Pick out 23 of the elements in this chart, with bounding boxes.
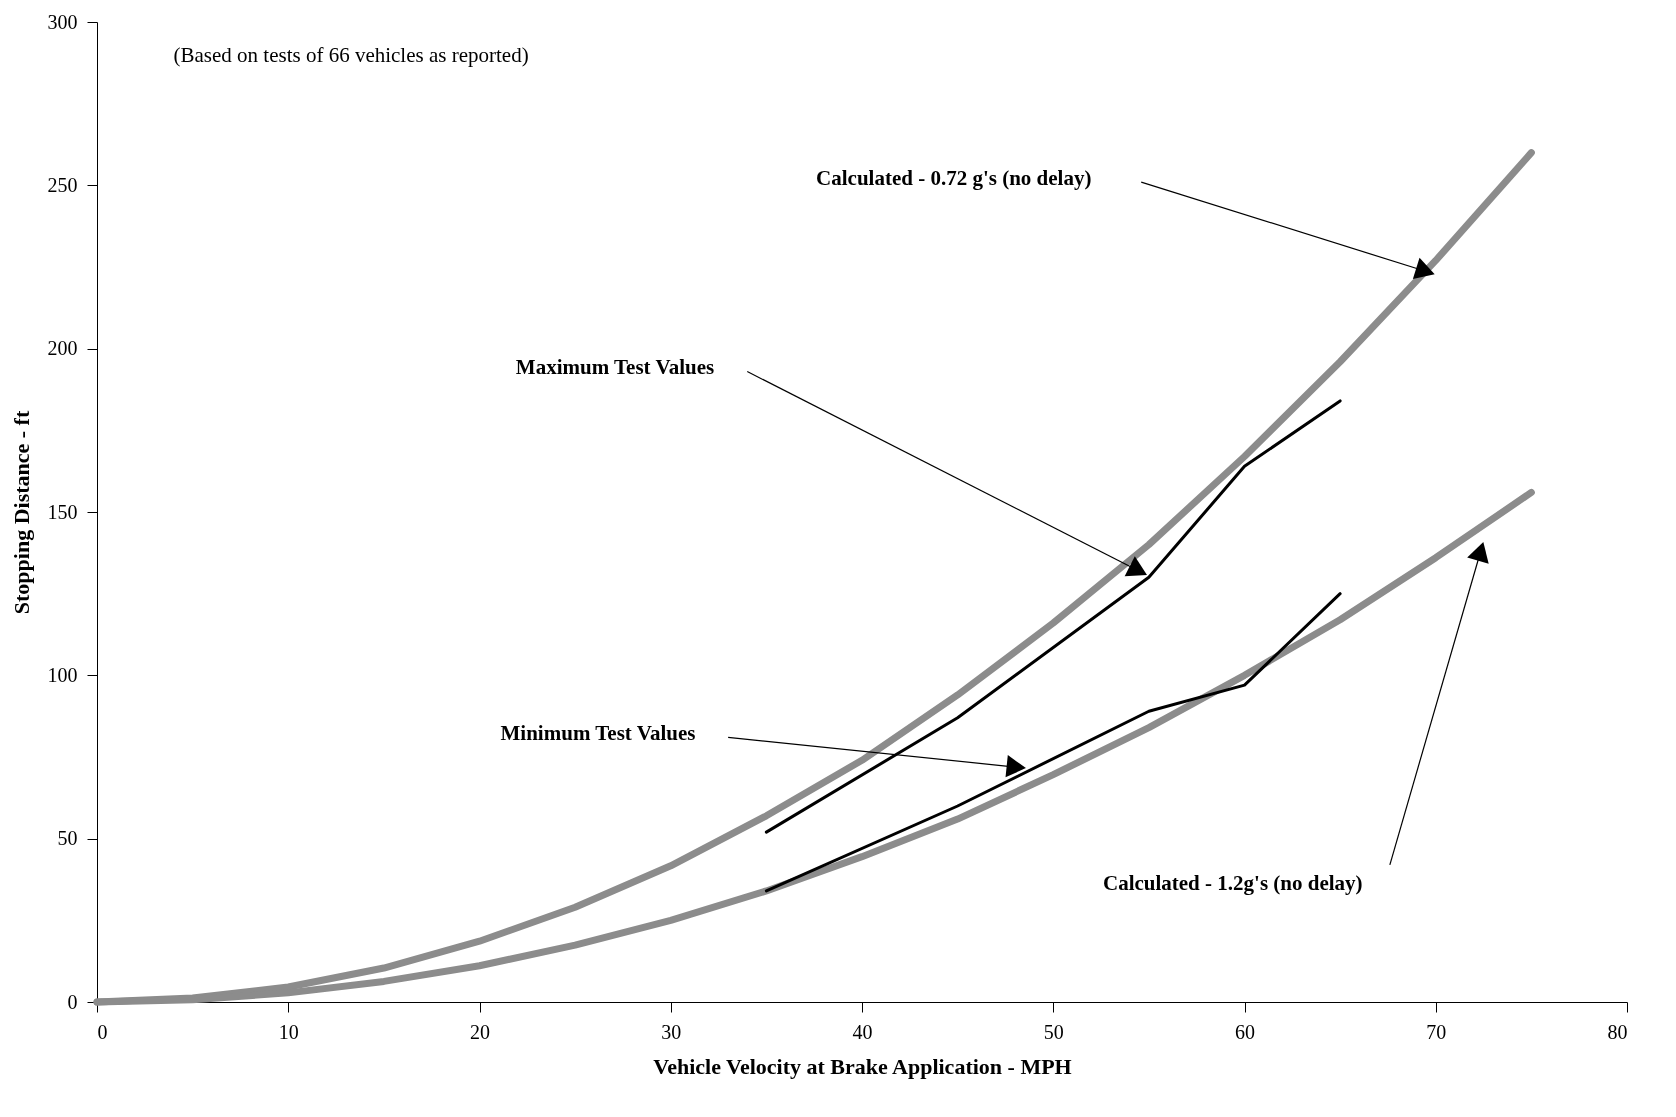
x-tick-label: 40 bbox=[852, 1020, 873, 1043]
y-tick-label: 150 bbox=[47, 500, 78, 523]
x-tick-label: 0 bbox=[97, 1020, 108, 1043]
annotation: Calculated - 1.2g's (no delay) bbox=[1102, 871, 1363, 896]
y-tick-label: 250 bbox=[47, 173, 78, 196]
x-tick-label: 50 bbox=[1043, 1020, 1064, 1043]
x-tick-label: 70 bbox=[1426, 1020, 1447, 1043]
annotation: Maximum Test Values bbox=[515, 355, 715, 380]
y-tick-label: 50 bbox=[57, 827, 78, 850]
x-tick-label: 60 bbox=[1235, 1020, 1255, 1043]
y-tick-label: 0 bbox=[67, 990, 78, 1013]
y-tick-label: 300 bbox=[47, 10, 78, 33]
x-tick-label: 10 bbox=[278, 1020, 299, 1043]
y-tick-label: 200 bbox=[47, 337, 78, 360]
annotation: (Based on tests of 66 vehicles as reported) bbox=[173, 43, 529, 68]
y-tick-label: 100 bbox=[47, 663, 78, 686]
x-tick-label: 20 bbox=[470, 1020, 490, 1043]
x-tick-label: 30 bbox=[661, 1020, 682, 1043]
y-axis-title: Stopping Distance - ft bbox=[8, 410, 34, 615]
x-tick-label: 80 bbox=[1607, 1020, 1628, 1043]
x-axis-title: Vehicle Velocity at Brake Application - MPH bbox=[653, 1053, 1072, 1079]
annotation: Minimum Test Values bbox=[500, 721, 696, 746]
annotation: Calculated - 0.72 g's (no delay) bbox=[816, 165, 1092, 190]
